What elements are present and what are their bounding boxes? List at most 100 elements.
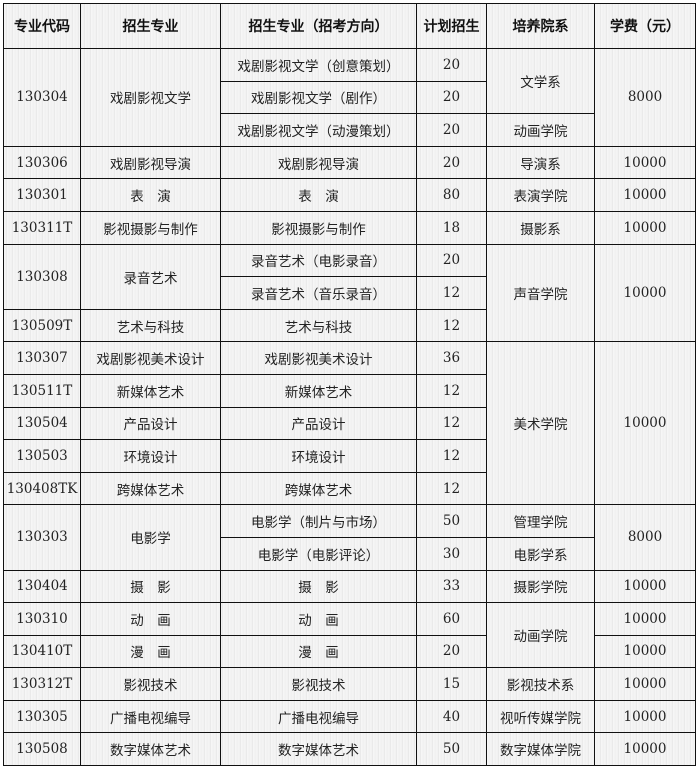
cell-major-name: 漫 画 [80, 634, 221, 669]
cell-department: 美术学院 [486, 341, 595, 506]
cell-major-code: 130308 [3, 243, 81, 310]
cell-major-name: 跨媒体艺术 [80, 471, 221, 506]
table-row: 130503 环境设计 环境设计 12 [3, 439, 696, 473]
cell-department: 声音学院 [486, 243, 595, 343]
cell-department: 摄影系 [486, 210, 595, 245]
cell-department: 动画学院 [486, 113, 595, 147]
table-row: 130404 摄 影摄 影 33 摄影学院 10000 [3, 569, 696, 604]
cell-planned-enrollment: 12 [416, 308, 487, 343]
cell-planned-enrollment: 20 [416, 48, 487, 82]
header-major-name: 招生专业 [80, 3, 221, 49]
cell-major-code: 130312T [3, 667, 81, 701]
table-row: 电影学（电影评论） 30 电影学系 [4, 536, 696, 571]
cell-planned-enrollment: 12 [416, 439, 487, 473]
cell-major-code: 130408TK [3, 471, 81, 506]
cell-major-name: 戏剧影视导演 [80, 145, 221, 180]
cell-major-direction: 艺术与科技 [220, 308, 417, 343]
cell-department: 影视技术系 [486, 667, 595, 701]
cell-planned-enrollment: 15 [416, 667, 487, 701]
cell-major-direction: 表 演 [220, 178, 417, 212]
cell-major-code: 130306 [3, 145, 81, 180]
cell-major-code: 130307 [3, 341, 81, 375]
cell-department: 管理学院 [486, 504, 595, 538]
table-row: 130310 动 画动 画 60 动画学院 10000 [3, 602, 696, 669]
cell-major-direction: 摄 影 [220, 569, 417, 604]
cell-major-code: 130509T [3, 308, 81, 343]
cell-major-direction: 戏剧影视导演 [220, 145, 417, 180]
cell-major-code: 130301 [3, 178, 81, 212]
cell-department: 数字媒体学院 [486, 732, 595, 767]
table-row: 130508 数字媒体艺术 数字媒体艺术 50 数字媒体学院 10000 [3, 732, 696, 767]
cell-tuition: 10000 [594, 569, 696, 604]
cell-major-direction: 戏剧影视文学（剧作） [220, 80, 417, 115]
cell-major-name: 影视摄影与制作 [80, 210, 221, 245]
cell-major-direction: 广播电视编导 [220, 699, 417, 734]
header-tuition: 学费（元） [594, 3, 696, 49]
cell-tuition: 10000 [594, 243, 696, 343]
header-planned-enrollment: 计划招生 [416, 3, 487, 49]
cell-planned-enrollment: 60 [416, 602, 487, 636]
cell-tuition: 10000 [594, 699, 696, 734]
table-row: 130304 戏剧影视文学 戏剧影视文学（创意策划） 20 文学系 8000 [3, 47, 696, 147]
table-row: 戏剧影视文学（剧作） 20 [4, 80, 696, 115]
cell-major-name: 戏剧影视美术设计 [80, 341, 221, 375]
enrollment-table-container: 专业代码 招生专业 招生专业（招考方向） 计划招生 培养院系 学费（元） 130304 戏剧… [3, 3, 696, 767]
cell-major-direction: 漫 画 [220, 634, 417, 669]
cell-major-direction: 戏剧影视文学（创意策划） [220, 48, 417, 82]
cell-major-name: 表 演 [80, 178, 221, 212]
cell-major-name: 新媒体艺术 [80, 373, 221, 408]
cell-major-name: 动 画 [80, 602, 221, 636]
cell-major-code: 130310 [3, 602, 81, 636]
table-row: 130511T 新媒体艺术 新媒体艺术 12 [3, 373, 696, 408]
cell-tuition: 10000 [594, 732, 696, 767]
cell-planned-enrollment: 12 [416, 373, 487, 408]
cell-major-code: 130303 [3, 504, 81, 571]
cell-major-direction: 戏剧影视文学（动漫策划） [220, 113, 417, 147]
cell-major-code: 130511T [3, 373, 81, 408]
table-row: 130303 电影学 电影学（制片与市场） 50 管理学院 8000 [3, 504, 696, 571]
cell-planned-enrollment: 12 [416, 471, 487, 506]
cell-department: 表演学院 [486, 178, 595, 212]
enrollment-table: 专业代码 招生专业 招生专业（招考方向） 计划招生 培养院系 学费（元） 130304 戏剧… [3, 3, 696, 767]
cell-planned-enrollment: 40 [416, 699, 487, 734]
cell-planned-enrollment: 20 [416, 113, 487, 147]
cell-planned-enrollment: 50 [416, 732, 487, 767]
cell-tuition: 10000 [594, 341, 696, 506]
cell-major-direction: 新媒体艺术 [220, 373, 417, 408]
cell-major-name: 艺术与科技 [80, 308, 221, 343]
header-major-code: 专业代码 [3, 3, 81, 49]
cell-tuition: 10000 [594, 602, 696, 636]
cell-major-code: 130508 [3, 732, 81, 767]
cell-department: 导演系 [486, 145, 595, 180]
table-row: 130509T 艺术与科技 艺术与科技 12 [3, 308, 696, 343]
cell-major-name: 摄 影 [80, 569, 221, 604]
cell-planned-enrollment: 30 [416, 536, 487, 571]
cell-department: 视听传媒学院 [486, 699, 595, 734]
cell-major-name: 数字媒体艺术 [80, 732, 221, 767]
cell-tuition: 10000 [594, 667, 696, 701]
cell-major-code: 130304 [3, 48, 81, 147]
cell-major-name: 电影学 [80, 504, 221, 571]
cell-major-direction: 电影学（制片与市场） [220, 504, 417, 538]
cell-tuition: 8000 [594, 48, 696, 147]
table-row: 130504 产品设计 产品设计 12 [3, 406, 696, 441]
cell-major-name: 广播电视编导 [80, 699, 221, 734]
cell-planned-enrollment: 18 [416, 210, 487, 245]
cell-major-code: 130404 [3, 569, 81, 604]
cell-major-code: 130311T [3, 210, 81, 245]
cell-department: 电影学系 [486, 536, 595, 571]
cell-major-code: 130503 [3, 439, 81, 473]
cell-major-direction: 录音艺术（电影录音） [220, 243, 417, 278]
table-row: 130408TK 跨媒体艺术 跨媒体艺术 12 [3, 471, 696, 506]
cell-major-direction: 环境设计 [220, 439, 417, 473]
cell-planned-enrollment: 20 [416, 243, 487, 278]
table-row: 130311T 影视摄影与制作 影视摄影与制作 18 摄影系 10000 [3, 210, 696, 245]
header-major-direction: 招生专业（招考方向） [220, 3, 417, 49]
cell-major-direction: 数字媒体艺术 [220, 732, 417, 767]
cell-major-name: 影视技术 [80, 667, 221, 701]
cell-major-direction: 戏剧影视美术设计 [220, 341, 417, 375]
cell-major-code: 130410T [3, 634, 81, 669]
table-row: 130305 广播电视编导 广播电视编导 40 视听传媒学院 10000 [3, 699, 696, 734]
cell-planned-enrollment: 20 [416, 145, 487, 180]
cell-major-code: 130305 [3, 699, 81, 734]
